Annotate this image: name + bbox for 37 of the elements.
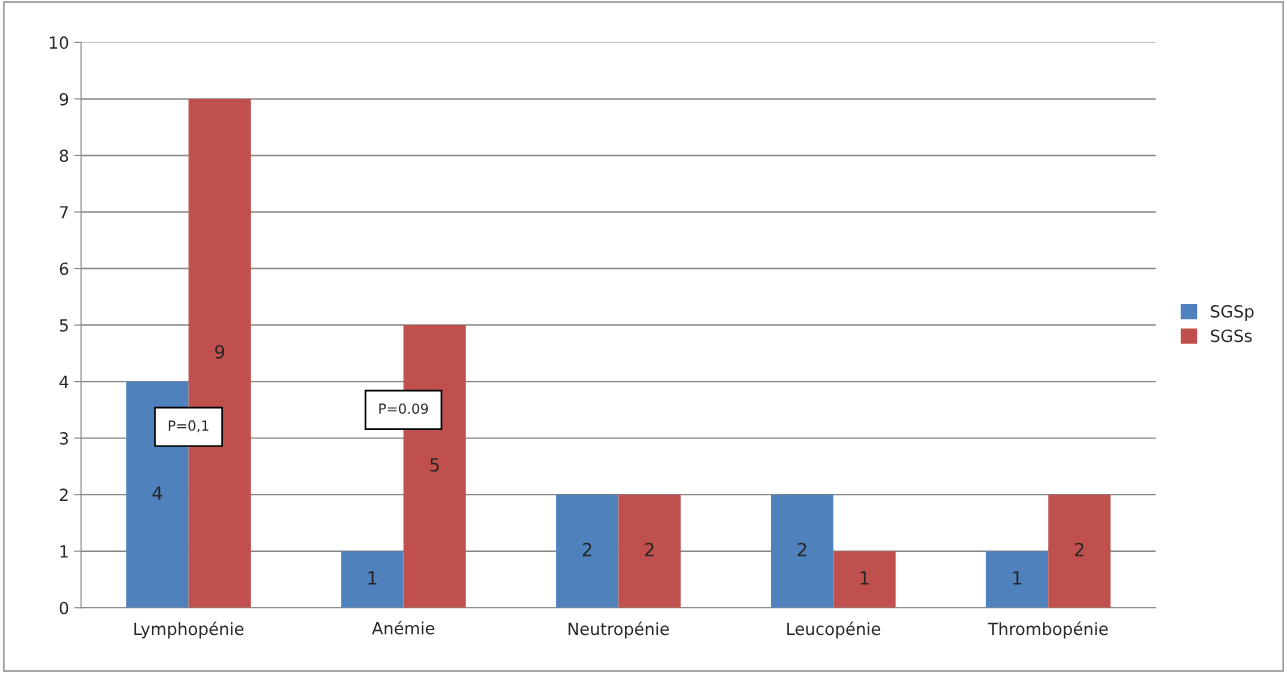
- x-tick-label: Lymphopénie: [134, 621, 244, 639]
- y-tick-label: 8: [59, 149, 69, 163]
- y-tick-label: 0: [59, 601, 69, 615]
- bar: [341, 551, 404, 608]
- bar: [985, 551, 1049, 608]
- data-label: 2: [582, 542, 592, 557]
- y-tick-label: 2: [59, 488, 68, 501]
- y-tick-label: 6: [59, 262, 69, 276]
- y-tick-label: 5: [59, 319, 68, 332]
- legend-label: SGSs: [1210, 329, 1252, 343]
- x-tick-label: Leucopénie: [787, 621, 881, 639]
- data-label: 1: [1013, 571, 1022, 585]
- data-label: 1: [860, 571, 869, 585]
- bar: [618, 494, 681, 608]
- y-tick-label: 4: [59, 375, 69, 388]
- y-tick-label: 7: [60, 206, 68, 219]
- data-label: 5: [430, 458, 439, 472]
- x-tick-label: Thrombopénie: [987, 621, 1108, 639]
- x-tick-label: Neutropénie: [568, 621, 669, 639]
- y-tick-label: 10: [49, 36, 69, 49]
- data-label: 2: [797, 542, 807, 557]
- y-tick-label: 9: [59, 92, 69, 106]
- bar: [771, 494, 834, 608]
- x-tick-label: Anémie: [371, 620, 435, 635]
- annotation: P=0,1: [168, 420, 209, 433]
- legend-label: SGSp: [1210, 305, 1254, 321]
- bar: [556, 494, 619, 608]
- annotation: P=0.09: [379, 403, 428, 414]
- data-label: 1: [368, 571, 377, 585]
- data-label: 4: [152, 486, 163, 500]
- bar: [833, 551, 896, 608]
- data-label: 2: [645, 542, 654, 557]
- bar: [1048, 494, 1111, 608]
- y-tick-label: 3: [59, 432, 68, 445]
- data-label: 2: [1075, 542, 1084, 557]
- data-label: 9: [215, 344, 225, 359]
- y-tick-label: 1: [60, 545, 68, 558]
